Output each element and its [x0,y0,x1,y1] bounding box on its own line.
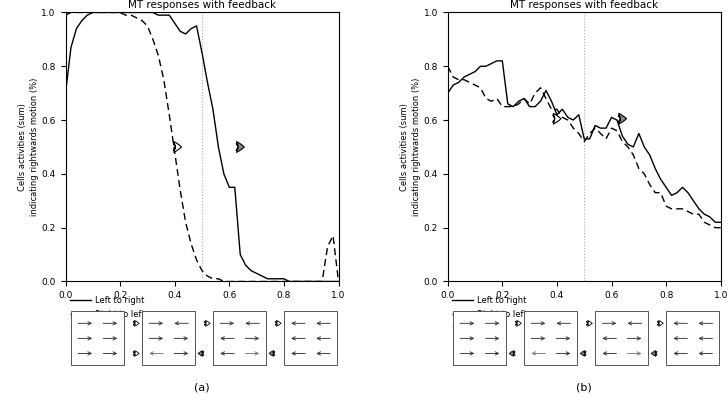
Bar [213,312,266,365]
Bar [524,312,577,365]
Y-axis label: Cells activities (sum)
indicating rightwards motion (%): Cells activities (sum) indicating rightw… [18,78,39,216]
Bar [142,312,195,365]
Title: MT responses with feedback: MT responses with feedback [128,0,276,10]
Text: (b): (b) [577,382,592,392]
Legend: Left to right, Right to left, 50%: Left to right, Right to left, 50% [70,296,144,332]
Bar [666,312,719,365]
Legend: Left to right, Right to left, 50%: Left to right, Right to left, 50% [452,296,526,332]
Bar [284,312,337,365]
Bar [71,312,124,365]
Title: MT responses with feedback: MT responses with feedback [510,0,658,10]
Text: (a): (a) [194,382,210,392]
Bar [596,312,649,365]
Bar [453,312,507,365]
Y-axis label: Cells activities (sum)
indicating rightwards motion (%): Cells activities (sum) indicating rightw… [400,78,421,216]
